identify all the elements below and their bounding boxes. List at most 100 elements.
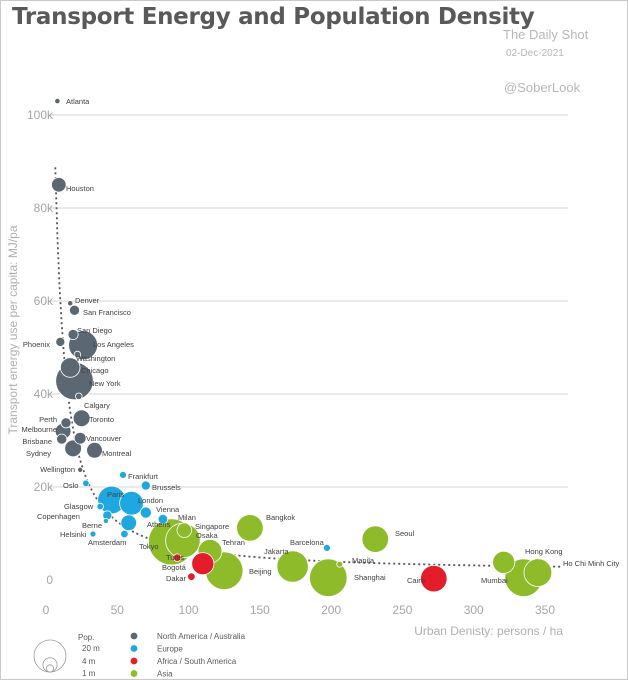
data-point-hong-kong <box>492 550 516 574</box>
data-point-vienna <box>139 506 152 519</box>
x-tick-label: 350 <box>535 603 555 617</box>
data-point-singapore <box>176 522 193 538</box>
data-label: Singapore <box>195 522 229 531</box>
legend-swatch <box>130 632 138 640</box>
data-label: Melbourne <box>22 425 57 434</box>
data-label: Jakarta <box>264 547 289 556</box>
data-label: Phoenix <box>23 340 50 349</box>
author-handle: @SoberLook <box>504 80 581 95</box>
chart-title: Transport Energy and Population Density <box>12 4 535 30</box>
legend-label: North America / Australia <box>157 632 246 641</box>
data-point-washington <box>73 350 82 359</box>
data-label: Manila <box>352 556 375 565</box>
data-label: Atlanta <box>66 97 90 106</box>
data-label: Los Angeles <box>93 340 134 349</box>
data-point-chicago <box>59 357 81 378</box>
data-label: Helsinki <box>60 530 87 539</box>
legend-size-circle <box>33 639 67 673</box>
data-point-frankfurt <box>119 470 127 479</box>
x-tick-label: 150 <box>250 603 270 617</box>
data-labels: Atlanta Houston Denver San Francisco San Die… <box>22 97 620 585</box>
legend-label: Asia <box>157 670 173 679</box>
data-point-san-francisco <box>69 304 81 316</box>
data-point-phoenix <box>55 336 66 347</box>
y-tick-label: 40k <box>34 387 54 401</box>
data-point-montreal <box>86 441 103 459</box>
data-point-tunis <box>172 553 182 562</box>
data-point-bogot- <box>191 552 215 576</box>
data-label: Vienna <box>156 505 180 514</box>
legend-swatch <box>130 657 138 665</box>
y-tick-label: 80k <box>34 201 54 215</box>
legend-label: Africa / South America <box>157 657 237 666</box>
data-label: San Diego <box>77 326 112 335</box>
source-credit: The Daily Shot <box>503 27 589 42</box>
data-label: Vancouver <box>86 434 122 443</box>
data-label: Denver <box>75 296 100 305</box>
data-label: Shanghai <box>354 573 386 582</box>
x-tick-label: 50 <box>111 603 125 617</box>
data-point-perth <box>60 417 72 429</box>
data-label: Washington <box>76 354 115 363</box>
gridlines: 0 20k 40k 60k 80k 100k 0 50 100 150 200 250 300 350 <box>27 108 568 617</box>
x-tick-label: 200 <box>321 603 341 617</box>
x-axis-title: Urban Denisty: persons / ha <box>414 624 563 638</box>
legend-size-circle <box>46 664 55 673</box>
publish-date: 02-Dec-2021 <box>506 48 564 59</box>
data-label: Dakar <box>166 574 187 583</box>
data-label: Mumbai <box>481 576 508 585</box>
y-axis-title: Transport energy use per capita: MJ/pa <box>6 225 20 434</box>
legend-swatch <box>130 645 138 652</box>
x-tick-label: 250 <box>392 603 412 617</box>
data-label: Oslo <box>63 481 78 490</box>
data-point-brisbane <box>56 433 68 445</box>
data-point-seoul <box>361 525 390 553</box>
data-point-ho-chi-minh-city <box>523 558 553 587</box>
data-point-toronto <box>72 409 91 428</box>
legend-size-title: Pop. <box>78 633 94 642</box>
data-point-houston <box>51 177 67 193</box>
data-label: San Francisco <box>83 308 131 317</box>
data-point-athens <box>120 514 137 532</box>
data-point-barcelona <box>322 544 331 552</box>
y-tick-label: 20k <box>34 480 54 494</box>
data-label: Milan <box>178 513 196 522</box>
x-tick-label: 100 <box>179 603 199 617</box>
legend-label: Europe <box>157 645 183 654</box>
data-label: Glasgow <box>64 502 94 511</box>
legend-size-label: 4 m <box>82 657 96 666</box>
data-point-brussels <box>140 480 151 491</box>
legend-size-label: 20 m <box>82 644 100 653</box>
data-label: Bogotá <box>162 563 187 572</box>
data-label: Bangkok <box>266 513 295 522</box>
data-point-atlanta <box>54 98 61 105</box>
data-label: Calgary <box>84 401 110 410</box>
data-point-cairo <box>420 564 448 593</box>
data-label: London <box>138 496 163 505</box>
data-label: Houston <box>66 184 94 193</box>
data-point-amsterdam <box>120 529 129 539</box>
data-label: Berne <box>82 521 102 530</box>
data-label: Cairo <box>407 576 425 585</box>
data-label: Perth <box>39 415 57 424</box>
data-label: Ho Chi Minh City <box>563 559 620 568</box>
data-point-san-diego <box>67 328 79 340</box>
y-tick-label: 100k <box>27 108 54 122</box>
data-label: Tehran <box>222 538 245 547</box>
data-point-bangkok <box>236 514 264 542</box>
data-label: Sydney <box>26 449 51 458</box>
y-tick-label: 60k <box>34 294 54 308</box>
data-label: Paris <box>107 490 124 499</box>
data-label: Toronto <box>89 415 114 424</box>
data-label: Brussels <box>152 483 181 492</box>
x-tick-label: 0 <box>43 603 50 617</box>
data-point-denver <box>67 300 74 307</box>
data-point-jakarta <box>276 550 309 583</box>
data-label: Frankfurt <box>128 472 159 481</box>
trend-line <box>54 167 563 568</box>
data-label: Wellington <box>40 465 75 474</box>
data-label: Barcelona <box>290 538 325 547</box>
data-point-vancouver <box>73 431 87 445</box>
data-label: Brisbane <box>22 437 52 446</box>
data-point-berne <box>102 517 109 524</box>
